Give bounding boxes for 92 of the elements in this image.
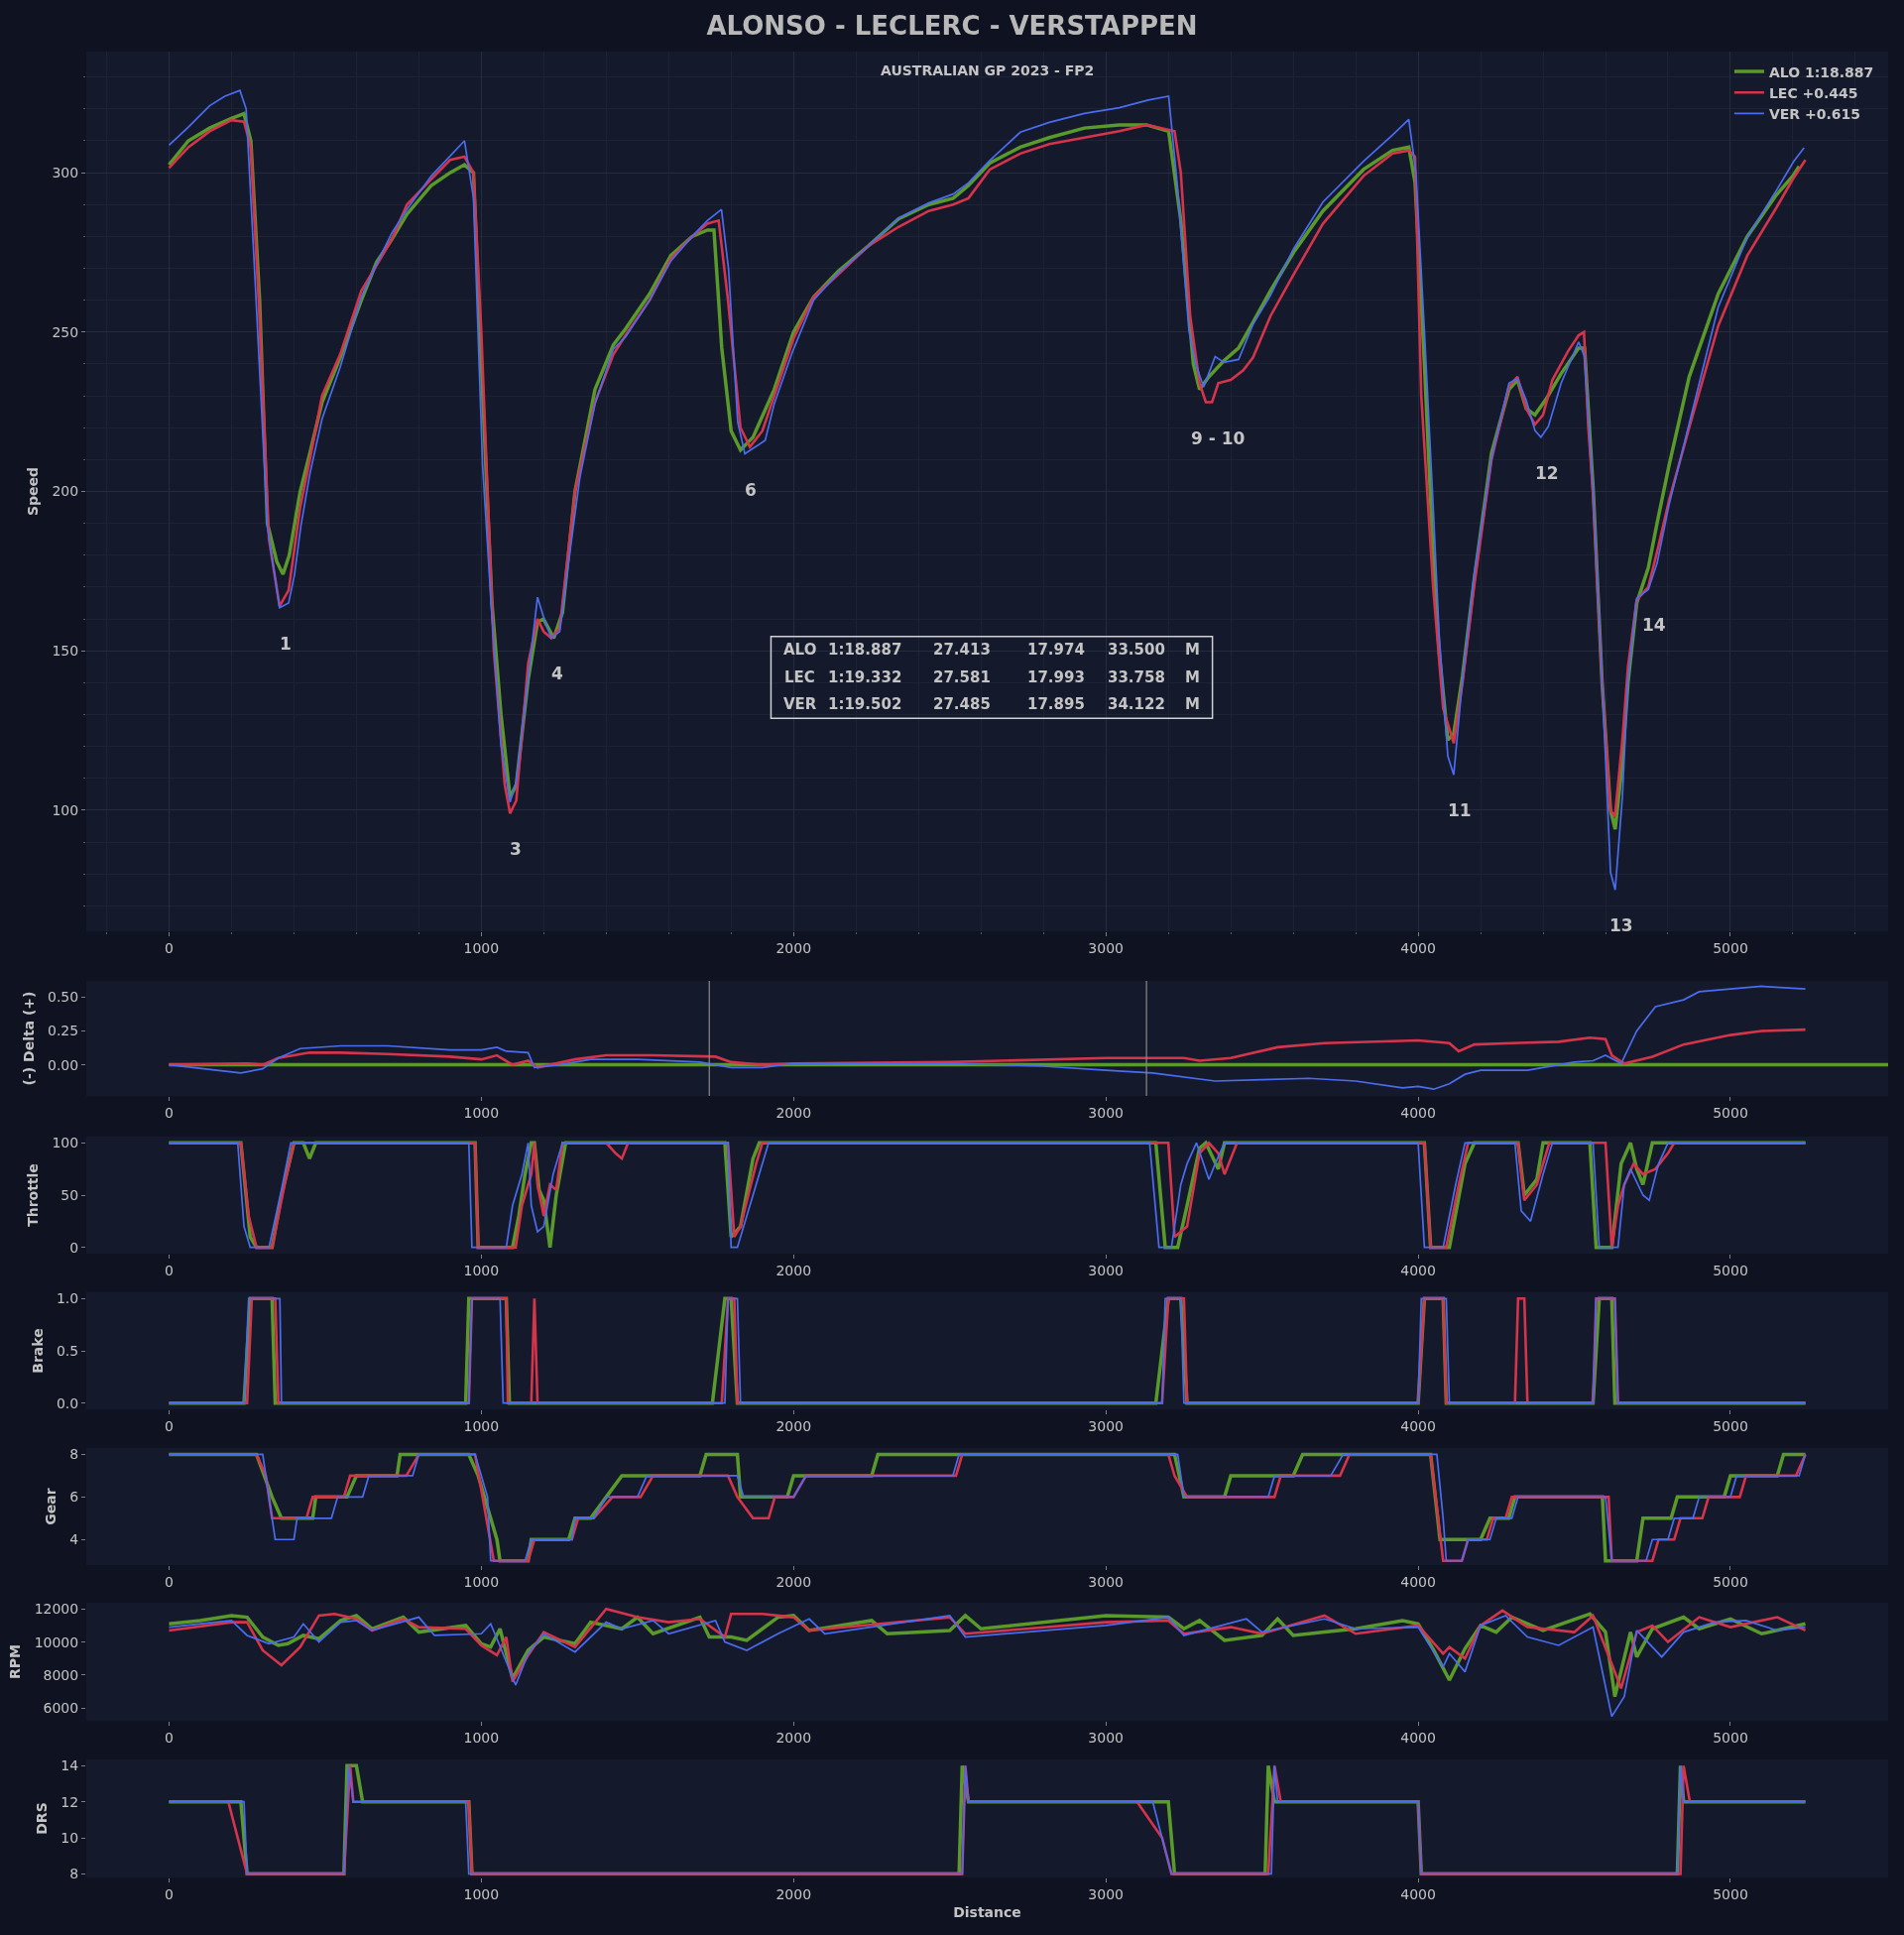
x-tick-label: 1000 (463, 1573, 500, 1590)
y-tick-label: 10 (60, 1829, 79, 1846)
x-tick-label: 3000 (1088, 1417, 1124, 1434)
legend-label: ALO 1:18.887 (1768, 63, 1874, 80)
x-tick-label: 4000 (1400, 1885, 1436, 1902)
x-tick-label: 4000 (1400, 1417, 1436, 1434)
y-tick-label: 8 (69, 1866, 79, 1882)
x-tick-label: 2000 (775, 1417, 812, 1434)
y-axis-title: RPM (7, 1644, 24, 1679)
x-tick-label: 0 (164, 1573, 174, 1590)
y-tick-label: 6 (69, 1489, 79, 1506)
y-tick-label: 6000 (43, 1700, 79, 1717)
y-axis-title: Brake (29, 1328, 46, 1374)
chart-title: ALONSO - LECLERC - VERSTAPPEN (706, 11, 1198, 42)
x-tick-label: 3000 (1088, 939, 1124, 956)
y-tick-label: 50 (60, 1186, 79, 1203)
x-tick-label: 5000 (1713, 939, 1748, 956)
y-tick-label: 0.50 (48, 989, 79, 1006)
y-tick-label: 200 (52, 483, 79, 500)
annotation: 3 (510, 839, 522, 859)
y-tick-label: 150 (52, 643, 79, 660)
x-tick-label: 3000 (1088, 1729, 1124, 1746)
x-tick-label: 4000 (1400, 939, 1436, 956)
x-tick-label: 5000 (1713, 1417, 1748, 1434)
x-tick-label: 0 (164, 1885, 174, 1902)
y-tick-label: 0.0 (56, 1394, 79, 1411)
x-tick-label: 3000 (1088, 1104, 1124, 1121)
annotation: 6 (745, 480, 757, 500)
x-tick-label: 5000 (1713, 1729, 1748, 1746)
y-tick-label: 8 (69, 1446, 79, 1463)
x-tick-label: 2000 (775, 1729, 812, 1746)
x-tick-label: 0 (164, 1417, 174, 1434)
legend-label: LEC +0.445 (1768, 84, 1858, 101)
annotation: 1 (280, 634, 292, 654)
y-tick-label: 4 (69, 1531, 79, 1548)
x-tick-label: 3000 (1088, 1573, 1124, 1590)
text: LEC 1:19.332 27.581 17.993 33.758 M (784, 668, 1200, 686)
x-tick-label: 1000 (463, 1417, 500, 1434)
x-tick-label: 3000 (1088, 1262, 1124, 1278)
text: AUSTRALIAN GP 2023 - FP2 (881, 62, 1095, 78)
x-tick-label: 5000 (1713, 1885, 1748, 1902)
x-tick-label: 0 (164, 1729, 174, 1746)
y-tick-label: 12000 (34, 1601, 79, 1618)
y-tick-label: 0.00 (48, 1056, 79, 1073)
x-tick-label: 0 (164, 939, 174, 956)
y-tick-label: 14 (60, 1757, 79, 1774)
x-tick-label: 0 (164, 1262, 174, 1278)
x-tick-label: 1000 (463, 1104, 500, 1121)
x-tick-label: 2000 (775, 1104, 812, 1121)
y-tick-label: 300 (52, 165, 79, 181)
text: ALO 1:18.887 27.413 17.974 33.500 M (783, 641, 1200, 659)
y-tick-label: 100 (52, 1135, 79, 1151)
x-tick-label: 1000 (463, 1729, 500, 1746)
y-axis-title: (-) Delta (+) (20, 991, 37, 1086)
x-tick-label: 1000 (463, 1885, 500, 1902)
y-axis-title: Speed (25, 466, 42, 517)
annotation: 9 - 10 (1191, 428, 1246, 448)
x-tick-label: 1000 (463, 939, 500, 956)
x-tick-label: 3000 (1088, 1885, 1124, 1902)
x-tick-label: 0 (164, 1104, 174, 1121)
x-tick-label: 4000 (1400, 1729, 1436, 1746)
y-tick-label: 100 (52, 801, 79, 818)
y-tick-label: 0.5 (56, 1342, 79, 1359)
x-tick-label: 1000 (463, 1262, 500, 1278)
x-tick-label: 5000 (1713, 1262, 1748, 1278)
annotation: 13 (1609, 915, 1633, 935)
annotation: 11 (1448, 800, 1472, 820)
x-tick-label: 4000 (1400, 1573, 1436, 1590)
x-tick-label: 4000 (1400, 1104, 1436, 1121)
y-axis-title: Gear (42, 1488, 59, 1525)
y-tick-label: 12 (60, 1793, 79, 1810)
annotation: 14 (1642, 615, 1666, 635)
legend-label: VER +0.615 (1768, 105, 1860, 122)
y-tick-label: 1.0 (56, 1290, 79, 1307)
x-axis-title: Distance (953, 1904, 1021, 1921)
x-tick-label: 4000 (1400, 1262, 1436, 1278)
text: VER 1:19.502 27.485 17.895 34.122 M (783, 695, 1200, 713)
y-tick-label: 10000 (34, 1633, 79, 1650)
x-tick-label: 2000 (775, 1573, 812, 1590)
y-tick-label: 0 (69, 1239, 79, 1256)
y-axis-title: DRS (33, 1802, 50, 1835)
x-tick-label: 5000 (1713, 1573, 1748, 1590)
x-tick-label: 2000 (775, 939, 812, 956)
y-tick-label: 250 (52, 323, 79, 340)
y-tick-label: 0.25 (48, 1023, 79, 1039)
annotation: 4 (551, 664, 563, 683)
x-tick-label: 2000 (775, 1885, 812, 1902)
y-tick-label: 8000 (43, 1666, 79, 1683)
x-tick-label: 5000 (1713, 1104, 1748, 1121)
y-axis-title: Throttle (25, 1163, 42, 1227)
annotation: 12 (1535, 463, 1559, 483)
x-tick-label: 2000 (775, 1262, 812, 1278)
